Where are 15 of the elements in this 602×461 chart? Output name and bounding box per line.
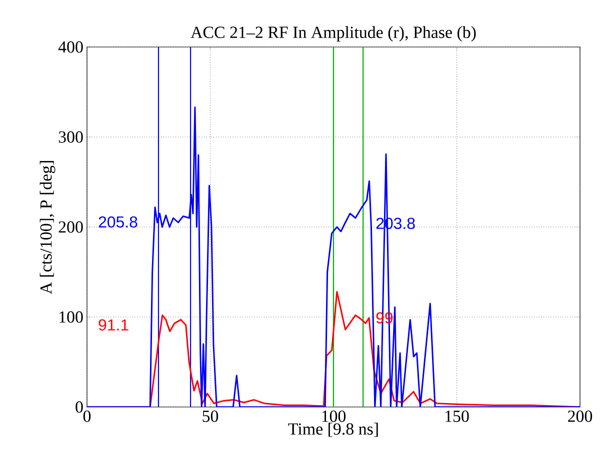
y-tick-label: 100: [60, 311, 83, 323]
annotation: 91.1: [98, 319, 128, 331]
y-tick-label: 200: [58, 221, 83, 233]
y-axis-title: A [cts/100], P [deg]: [40, 161, 56, 294]
x-tick-label: 0: [83, 410, 91, 422]
x-tick-label: 100: [322, 410, 346, 422]
x-tick-label: 150: [446, 410, 469, 422]
y-tick-label: 300: [58, 131, 83, 143]
x-tick-label: 50: [202, 410, 218, 422]
x-tick-label: 200: [568, 410, 592, 422]
y-tick-label: 400: [58, 41, 83, 53]
x-axis-title: Time [9.8 ns]: [288, 422, 378, 437]
y-tick-label: 0: [76, 401, 83, 413]
chart-title: ACC 21–2 RF In Amplitude (r), Phase (b): [190, 26, 476, 42]
annotation: 205.8: [98, 216, 138, 228]
